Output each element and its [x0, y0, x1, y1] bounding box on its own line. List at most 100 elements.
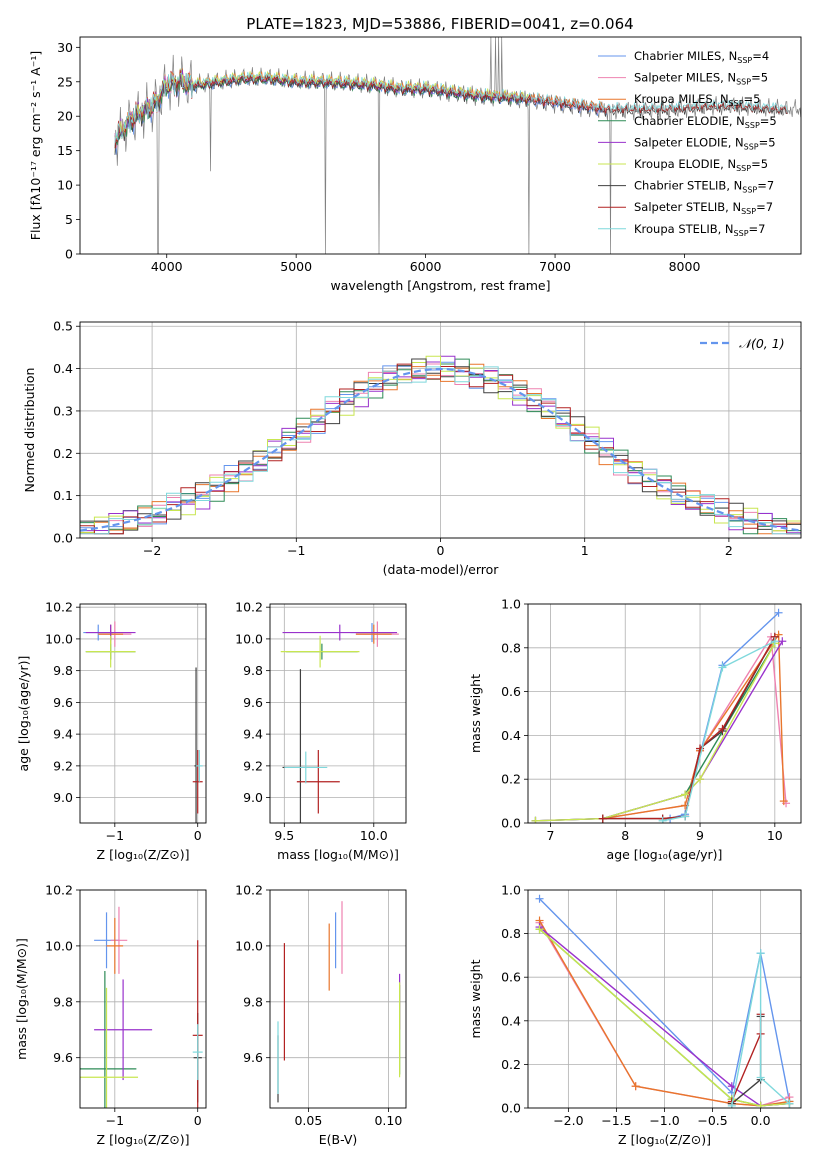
y-tick-label: 10.0 [235, 938, 263, 953]
data-point-marker [778, 637, 787, 646]
y-tick-label: 9.6 [243, 695, 263, 710]
gaussian-curve [80, 367, 801, 532]
y-tick-label: 0.4 [53, 361, 73, 376]
x-tick-label: 7 [546, 828, 554, 843]
y-tick-label: 15 [57, 143, 73, 158]
x-tick-label: 5000 [280, 259, 312, 274]
data-point-marker [727, 1082, 736, 1091]
y-tick-label: 9.6 [243, 1050, 263, 1065]
x-tick-label: 0 [437, 543, 445, 558]
y-tick-label: 25 [57, 74, 73, 89]
series-line [535, 643, 776, 822]
data-point-marker [598, 814, 607, 823]
x-axis-label: wavelength [Angstrom, rest frame] [330, 278, 550, 293]
figure-title: PLATE=1823, MJD=53886, FIBERID=0041, z=0… [246, 15, 633, 33]
axes-frame [79, 889, 207, 1109]
legend-entry: Kroupa ELODIE, NSSP=5 [634, 157, 768, 173]
data-point-marker [681, 812, 690, 821]
axes-frame [79, 603, 207, 824]
x-axis-label: age [log₁₀(age/yr)] [607, 847, 723, 862]
data-point-marker [785, 1099, 794, 1108]
x-tick-label: 8 [621, 828, 629, 843]
errorbar-point [192, 1024, 203, 1081]
panel-age-vs-Z: −1 0 9.0 9.2 9.4 9.6 9.8 10.0 10.2 Z [log₁₀(Z/Z⊙)… [16, 600, 207, 862]
x-tick-label: 4000 [151, 259, 183, 274]
x-axis-label: (data-model)/error [383, 562, 500, 577]
legend-entry: Salpeter STELIB, NSSP=7 [634, 200, 773, 216]
y-tick-label: 1.0 [501, 597, 521, 612]
data-point-marker [774, 630, 783, 639]
data-point-marker [696, 775, 705, 784]
y-tick-label: 9.8 [53, 994, 73, 1009]
series-line [539, 898, 791, 1102]
x-tick-label: 0.05 [294, 1113, 322, 1128]
y-tick-label: 0.2 [501, 1057, 521, 1072]
y-tick-label: 10.0 [45, 938, 73, 953]
y-tick-label: 0.8 [501, 640, 521, 655]
x-tick-label: 6000 [410, 259, 442, 274]
y-tick-label: 20 [57, 109, 73, 124]
data-point-marker [774, 608, 783, 617]
legend-entry: Chabrier ELODIE, NSSP=5 [634, 114, 777, 130]
y-tick-label: 9.8 [53, 663, 73, 678]
x-tick-label: −1.0 [649, 1113, 679, 1128]
errorbar-point [192, 750, 203, 814]
y-tick-label: 0.1 [53, 488, 73, 503]
x-tick-label: −2.0 [553, 1113, 583, 1128]
x-tick-label: 0 [194, 828, 202, 843]
y-axis-label: Normed distribution [22, 368, 37, 493]
y-axis-label: mass weight [468, 959, 483, 1038]
x-tick-label: −1 [106, 828, 124, 843]
y-tick-label: 10.2 [235, 883, 263, 898]
residual-histogram [80, 355, 801, 533]
y-tick-label: 30 [57, 40, 73, 55]
errorbar-point [80, 987, 139, 1108]
y-tick-label: 0.5 [53, 319, 73, 334]
y-tick-label: 9.8 [243, 663, 263, 678]
errorbar-point [106, 917, 124, 974]
data-point-marker [756, 1101, 765, 1108]
panel-residuals: −2 −1 0 1 2 0.0 0.1 0.2 0.3 0.4 0.5 (data-model)/er… [22, 319, 802, 577]
errorbar-point [85, 635, 136, 668]
y-tick-label: 10 [57, 178, 73, 193]
errorbar-point [280, 635, 360, 668]
series-line [662, 640, 776, 822]
y-axis-label: mass weight [468, 674, 483, 753]
y-tick-label: 0.6 [501, 684, 521, 699]
errorbar-point [80, 971, 137, 1108]
y-tick-label: 10.0 [235, 631, 263, 646]
errorbar-point [110, 906, 128, 974]
x-tick-label: 10 [767, 828, 783, 843]
y-tick-label: 0.2 [53, 446, 73, 461]
y-tick-label: 10.0 [45, 631, 73, 646]
x-tick-label: 2 [725, 543, 733, 558]
y-tick-label: 0.0 [501, 1101, 521, 1116]
panel-spectrum: 4000 5000 6000 7000 8000 0 5 10 15 20 25 30 waveleng… [28, 36, 802, 293]
x-tick-label: 0.10 [374, 1113, 402, 1128]
x-tick-label: −1 [287, 543, 305, 558]
data-point-marker [779, 797, 788, 806]
data-point-marker [531, 816, 540, 823]
x-axis-label: Z [log₁₀(Z/Z⊙)] [618, 1132, 711, 1147]
y-tick-label: 10.2 [45, 600, 73, 615]
errorbar-point [282, 624, 398, 641]
x-tick-label: 9.5 [274, 828, 294, 843]
y-tick-label: 9.0 [243, 790, 263, 805]
y-axis-label: mass [log₁₀(M/M⊙)] [14, 938, 29, 1060]
data-point-marker [718, 663, 727, 672]
y-axis-label: Flux [fλ10⁻¹⁷ erg cm⁻² s⁻¹ A⁻¹] [28, 51, 43, 240]
panel-weight-vs-Z: −2.0 −1.5 −1.0 −0.5 0.0 0.0 0.2 0.4 0.6 0.8 1.0 Z [… [468, 883, 802, 1147]
x-tick-label: 0.0 [751, 1113, 771, 1128]
y-tick-label: 0.6 [501, 970, 521, 985]
y-tick-label: 9.6 [53, 1050, 73, 1065]
series-line [602, 632, 785, 820]
y-tick-label: 0.4 [501, 1013, 521, 1028]
residual-histogram [80, 366, 801, 535]
y-tick-label: 1.0 [501, 883, 521, 898]
legend-entry: Salpeter MILES, NSSP=5 [634, 71, 768, 87]
x-tick-label: −1.5 [601, 1113, 631, 1128]
x-tick-label: 7000 [539, 259, 571, 274]
x-tick-label: −2 [143, 543, 161, 558]
y-tick-label: 0 [65, 247, 73, 262]
data-point-marker [658, 816, 667, 823]
